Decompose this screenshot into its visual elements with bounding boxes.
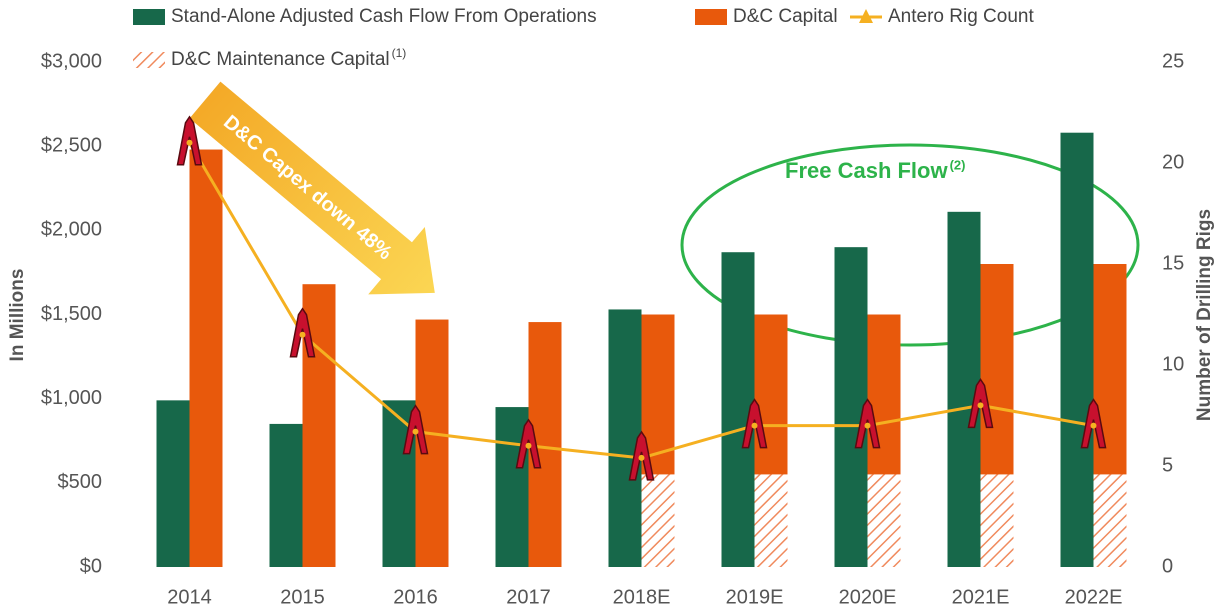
rig-marker [741,398,768,449]
x-tick-label: 2017 [506,586,551,608]
rig-dot [1090,422,1097,429]
legend-swatch [859,9,873,23]
hatched-bar [867,474,901,567]
x-tick-label: 2014 [167,586,212,608]
hatched-bar [641,474,675,567]
legend-label: D&C Capital [733,6,838,27]
rig-marker [289,307,316,358]
rig-icon [628,430,655,481]
rig-marker [1080,398,1107,449]
rig-icon [176,115,203,166]
y-tick-label: $2,500 [41,134,102,156]
rig-dot [525,442,532,449]
x-tick-label: 2021E [952,586,1010,608]
rig-dot [412,428,419,435]
y2-tick-label: 10 [1162,353,1184,375]
y2-tick-label: 20 [1162,151,1184,173]
rig-marker [967,378,994,429]
x-tick-label: 2022E [1065,586,1123,608]
x-tick-label: 2016 [393,586,438,608]
legend-swatch [133,9,165,25]
fcf-ellipse [680,143,1140,347]
legend-swatch [133,52,165,68]
rig-icon [967,378,994,429]
rig-dot [638,454,645,461]
rig-icon [741,398,768,449]
bar [608,309,642,567]
legend-swatch [695,9,727,25]
annotation: D&C Capex down 48% [219,111,396,264]
rig-marker [176,115,203,166]
x-tick-label: 2015 [280,586,325,608]
bar [156,400,190,567]
rig-marker [402,404,429,455]
y-tick-label: $1,000 [41,387,102,409]
bar [189,149,223,568]
rig-icon [854,398,881,449]
y2-tick-label: 25 [1162,50,1184,72]
rig-dot [751,422,758,429]
legend-label: D&C Maintenance Capital [171,49,390,70]
y-tick-label: $1,500 [41,303,102,325]
hatched-bar [754,474,788,567]
rig-dot [864,422,871,429]
annotation-superscript: (2) [950,157,966,172]
legend-label: Stand-Alone Adjusted Cash Flow From Oper… [171,6,597,27]
rig-icon [289,307,316,358]
rig-icon [1080,398,1107,449]
y-tick-label: $3,000 [41,50,102,72]
bar [834,247,868,567]
y-tick-label: $500 [58,471,103,493]
annotation: Free Cash Flow [785,158,948,183]
rig-marker [854,398,881,449]
hatched-bar [980,474,1014,567]
rig-dot [299,331,306,338]
y-axis-label: In Millions [7,269,28,362]
y2-axis-label: Number of Drilling Rigs [1194,209,1215,421]
hatched-bar [1093,474,1127,567]
x-tick-label: 2019E [726,586,784,608]
rig-dot [977,402,984,409]
y2-tick-label: 0 [1162,555,1173,577]
legend-superscript: (1) [392,46,407,60]
y2-tick-label: 5 [1162,454,1173,476]
rig-icon [402,404,429,455]
rig-dot [186,139,193,146]
bar [1060,132,1094,567]
bar [269,423,303,567]
y-tick-label: $2,000 [41,219,102,241]
rig-marker [515,418,542,469]
rig-icon [515,418,542,469]
y-tick-label: $0 [80,555,102,577]
y2-tick-label: 15 [1162,252,1184,274]
x-tick-label: 2020E [839,586,897,608]
rig-marker [628,430,655,481]
x-tick-label: 2018E [613,586,671,608]
legend-label: Antero Rig Count [888,6,1034,27]
